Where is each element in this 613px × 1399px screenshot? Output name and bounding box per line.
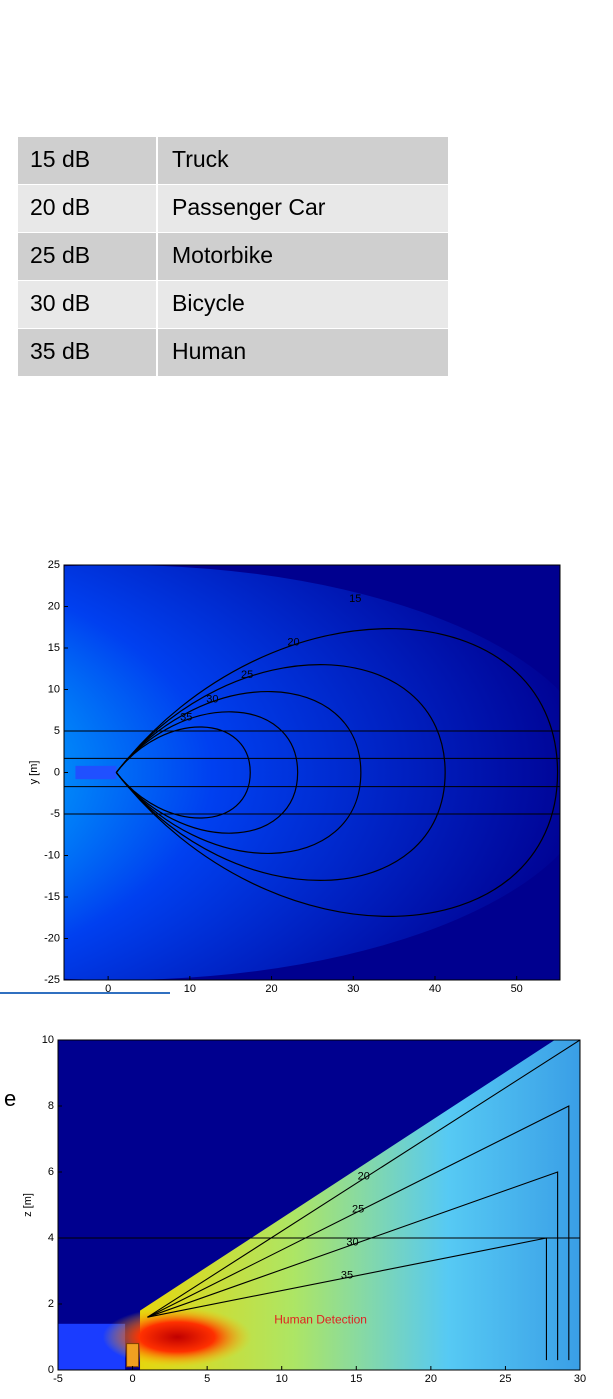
table-row: [18, 329, 448, 376]
table-cell: Passenger Car: [172, 194, 326, 220]
x-tick-label: 30: [347, 983, 359, 995]
y-tick-label: 8: [48, 1100, 54, 1112]
y-tick-label: 2: [48, 1298, 54, 1310]
contour-label: 35: [341, 1270, 353, 1282]
y-tick-label: -20: [44, 932, 60, 944]
y-tick-label: 20: [48, 600, 60, 612]
plot-area: 15 20 25 30 35: [64, 565, 560, 980]
contour-label: 25: [352, 1204, 364, 1216]
table-row: [18, 137, 448, 184]
contour: [115, 628, 559, 917]
y-tick-label: -5: [50, 808, 60, 820]
axes-frame: [57, 1039, 581, 1371]
source: [75, 765, 117, 780]
table-row: [18, 233, 448, 280]
x-tick-label: 40: [429, 983, 441, 995]
contour-label: 35: [180, 712, 192, 724]
table-cell: Human: [172, 338, 246, 364]
x-tick-label: 30: [574, 1373, 586, 1385]
x-tick-label: 50: [511, 983, 523, 995]
contour: [115, 664, 446, 881]
y-tick-label: 25: [48, 559, 60, 571]
contour-label: 30: [206, 693, 218, 705]
sensor: [126, 1343, 140, 1368]
x-tick-label: 20: [265, 983, 277, 995]
contour-label: 30: [346, 1237, 358, 1249]
table-cell: Motorbike: [172, 242, 273, 268]
x-tick-label: 20: [425, 1373, 437, 1385]
side-fragment: e: [4, 1086, 16, 1111]
x-tick-label: 10: [184, 983, 196, 995]
contour: [115, 691, 362, 854]
x-tick-label: -5: [53, 1373, 63, 1385]
table-cell: 30 dB: [30, 290, 90, 316]
contour: [147, 1237, 547, 1361]
table-cell: Bicycle: [172, 290, 245, 316]
y-tick-label: 10: [42, 1034, 54, 1046]
x-tick-label: 0: [105, 983, 111, 995]
x-tick-label: 15: [350, 1373, 362, 1385]
y-tick-label: 4: [48, 1232, 54, 1244]
contour: [115, 711, 299, 834]
y-tick-label: 6: [48, 1166, 54, 1178]
y-tick-label: 15: [48, 642, 60, 654]
y-tick-label: 0: [48, 1364, 54, 1376]
x-tick-label: 5: [204, 1373, 210, 1385]
contour: [115, 726, 251, 819]
x-tick-label: 25: [499, 1373, 511, 1385]
y-tick-label: -10: [44, 849, 60, 861]
contour-label: 25: [241, 669, 253, 681]
plot-area: 20 25 30 35 Human Detection: [58, 1040, 580, 1370]
annotation: Human Detection: [274, 1313, 367, 1327]
x-tick-label: 0: [130, 1373, 136, 1385]
wedge: [140, 1040, 580, 1370]
y-tick-label: 10: [48, 683, 60, 695]
y-tick-label: 5: [54, 725, 60, 737]
contour: [147, 1171, 559, 1361]
contour-label: 20: [358, 1171, 370, 1183]
contour-label: 20: [287, 636, 299, 648]
hot-spot: [102, 1307, 252, 1367]
table-cell: 25 dB: [30, 242, 90, 268]
y-axis-label: y [m]: [28, 761, 40, 785]
y-tick-label: 0: [54, 766, 60, 778]
table-row: [18, 185, 448, 232]
table-cell: Truck: [172, 146, 229, 172]
x-tick-label: 10: [276, 1373, 288, 1385]
table-cell: 20 dB: [30, 194, 90, 220]
y-tick-label: -25: [44, 974, 60, 986]
y-tick-label: -15: [44, 891, 60, 903]
contour-label: 15: [349, 593, 361, 605]
table-cell: 35 dB: [30, 338, 90, 364]
y-axis-label: z [m]: [22, 1193, 34, 1217]
heat: [64, 565, 560, 980]
table-row: [18, 281, 448, 328]
contour: [147, 1040, 580, 1361]
table-cell: 15 dB: [30, 146, 90, 172]
contour: [147, 1105, 570, 1361]
